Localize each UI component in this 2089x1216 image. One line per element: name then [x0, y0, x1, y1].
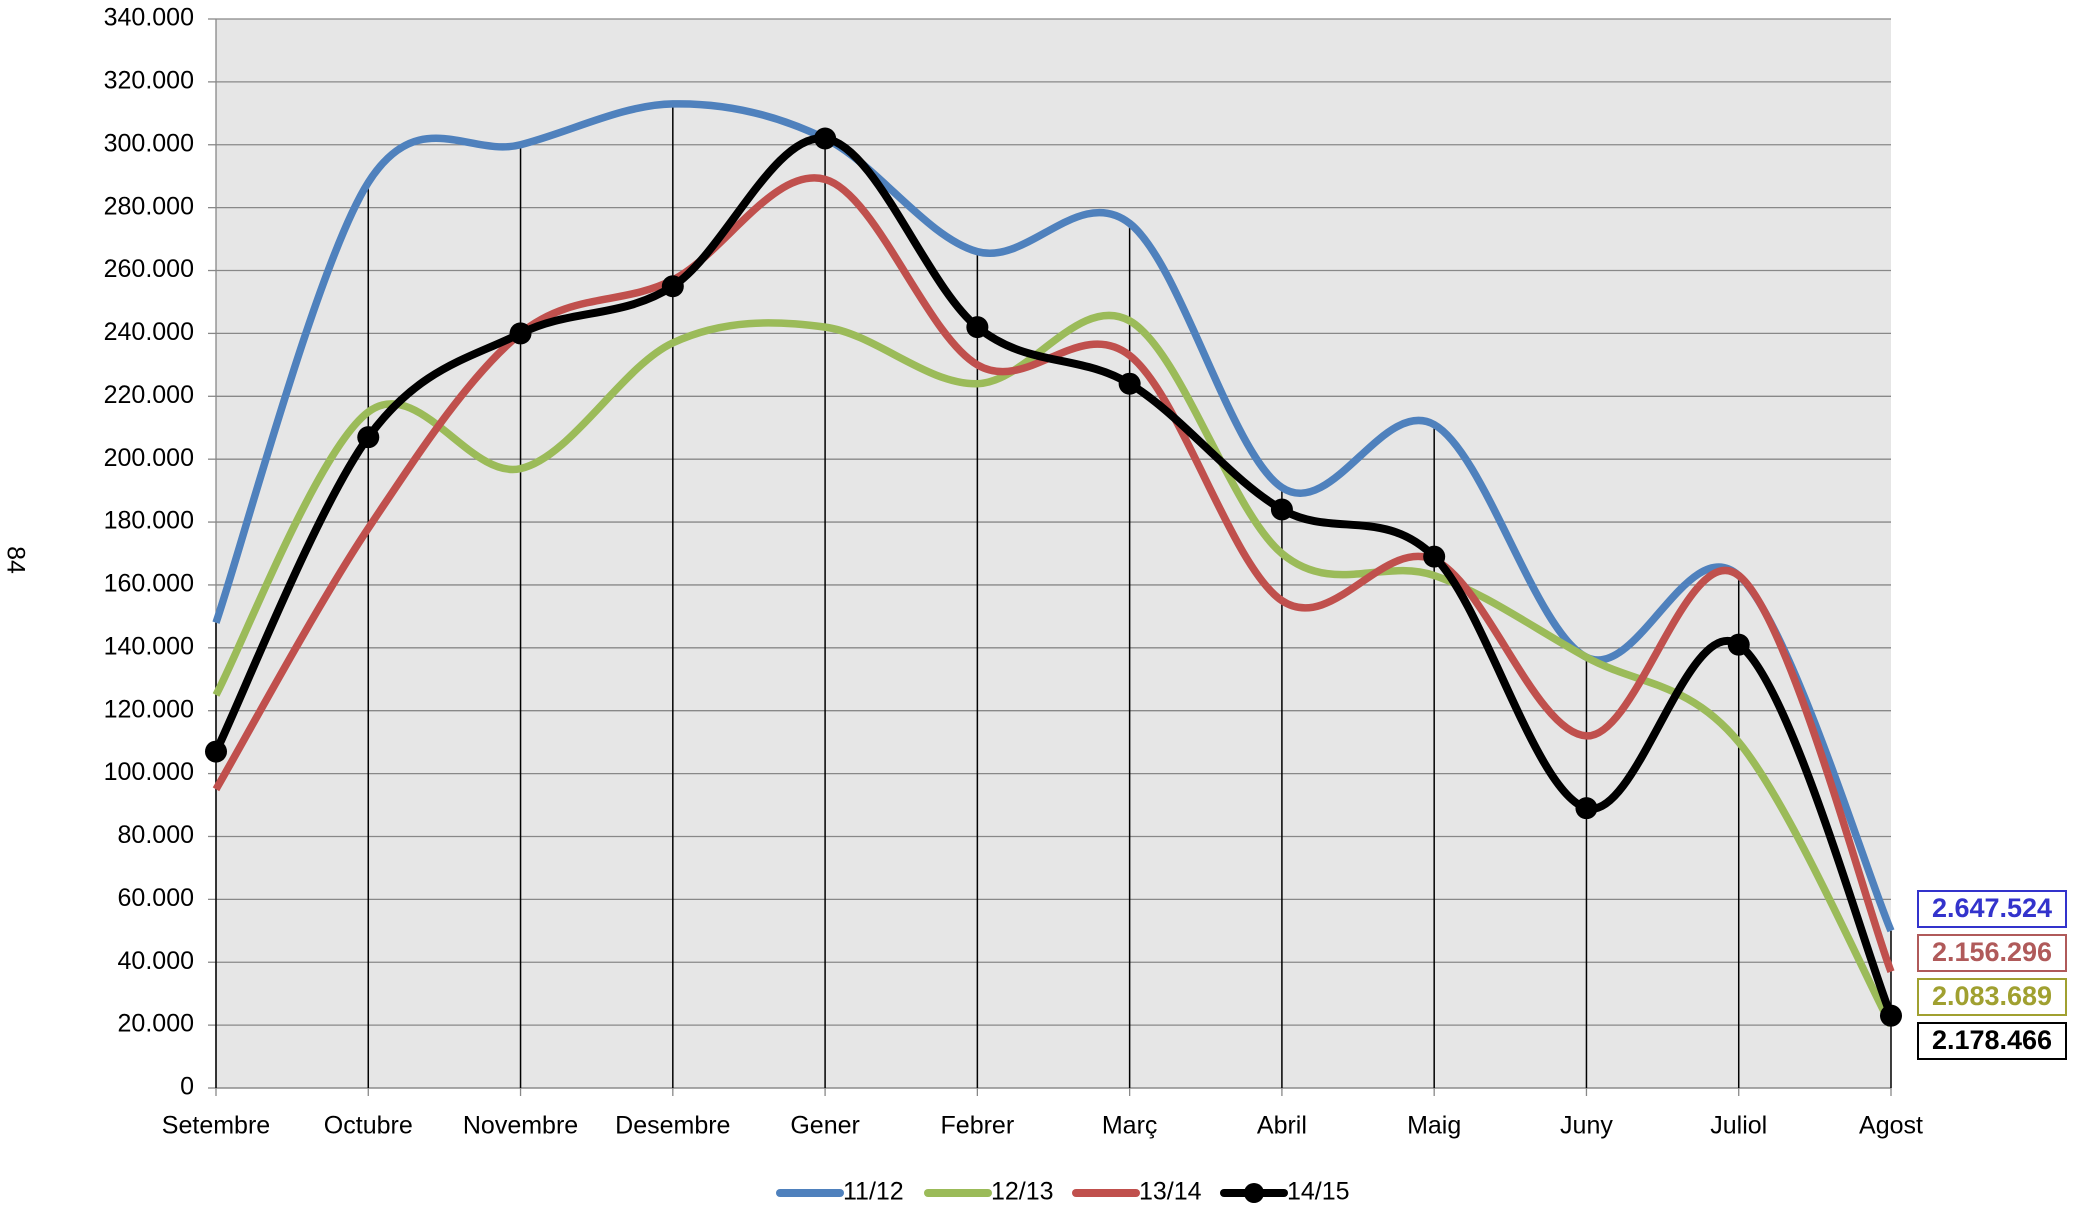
series-line — [212, 134, 1895, 1018]
y-tick-label: 160.000 — [104, 570, 194, 598]
y-tick-label: 320.000 — [104, 66, 194, 94]
x-tick-label: Abril — [1257, 1112, 1307, 1140]
point — [1118, 372, 1141, 395]
y-tick-label: 200.000 — [104, 444, 194, 472]
total-box — [1917, 978, 2067, 1016]
y-tick-label: 240.000 — [104, 318, 194, 346]
point — [205, 740, 227, 763]
y-tick-label: 20.000 — [118, 1010, 194, 1038]
total-label: 2.156.296 — [1932, 937, 2052, 967]
legend-marker — [1244, 1183, 1264, 1203]
point — [1423, 545, 1446, 568]
point — [509, 322, 532, 345]
point — [1575, 797, 1598, 820]
total-label: 2.083.689 — [1932, 981, 2052, 1011]
total-box — [1917, 934, 2067, 972]
y-tick-label: 100.000 — [104, 758, 194, 786]
total-box — [1917, 890, 2067, 928]
total-label: 2.178.466 — [1932, 1025, 2052, 1055]
series-line — [212, 311, 1895, 1027]
series-line — [212, 100, 1895, 933]
y-tick-label: 80.000 — [118, 821, 194, 849]
point — [357, 426, 380, 449]
legend-label: 11/12 — [843, 1178, 904, 1206]
point — [1270, 498, 1293, 521]
legend-label: 12/13 — [991, 1178, 1054, 1206]
y-tick-label: 340.000 — [104, 4, 194, 32]
x-tick-label: Març — [1102, 1112, 1158, 1140]
y-tick-label: 60.000 — [118, 884, 194, 912]
point — [966, 316, 989, 339]
total-box — [1917, 1022, 2067, 1060]
series-line — [212, 174, 1895, 974]
y-tick-label: 120.000 — [104, 695, 194, 723]
y-tick-label: 0 — [180, 1073, 194, 1101]
x-tick-label: Juny — [1560, 1112, 1613, 1140]
legend-label: 14/15 — [1287, 1178, 1350, 1206]
x-tick-label: Desembre — [615, 1112, 730, 1140]
y-tick-label: 180.000 — [104, 507, 194, 535]
y-tick-label: 40.000 — [118, 947, 194, 975]
x-tick-label: Juliol — [1710, 1112, 1767, 1140]
y-tick-label: 280.000 — [104, 192, 194, 220]
x-tick-label: Febrer — [941, 1112, 1015, 1140]
y-tick-label: 140.000 — [104, 632, 194, 660]
x-tick-label: Setembre — [162, 1112, 270, 1140]
x-tick-label: Maig — [1407, 1112, 1461, 1140]
point — [661, 275, 684, 298]
x-tick-label: Novembre — [463, 1112, 578, 1140]
x-tick-label: Octubre — [324, 1112, 413, 1140]
legend-label: 13/14 — [1139, 1178, 1202, 1206]
y-tick-label: 300.000 — [104, 129, 194, 157]
x-tick-label: Agost — [1859, 1112, 1923, 1140]
y-tick-label: 260.000 — [104, 255, 194, 283]
point — [1727, 633, 1750, 656]
point — [814, 127, 837, 150]
point — [1880, 1004, 1902, 1027]
y-tick-label: 220.000 — [104, 381, 194, 409]
x-tick-label: Gener — [790, 1112, 859, 1140]
plot-area — [216, 19, 1891, 1088]
total-label: 2.647.524 — [1932, 893, 2052, 923]
page-number: 84 — [1, 546, 29, 574]
